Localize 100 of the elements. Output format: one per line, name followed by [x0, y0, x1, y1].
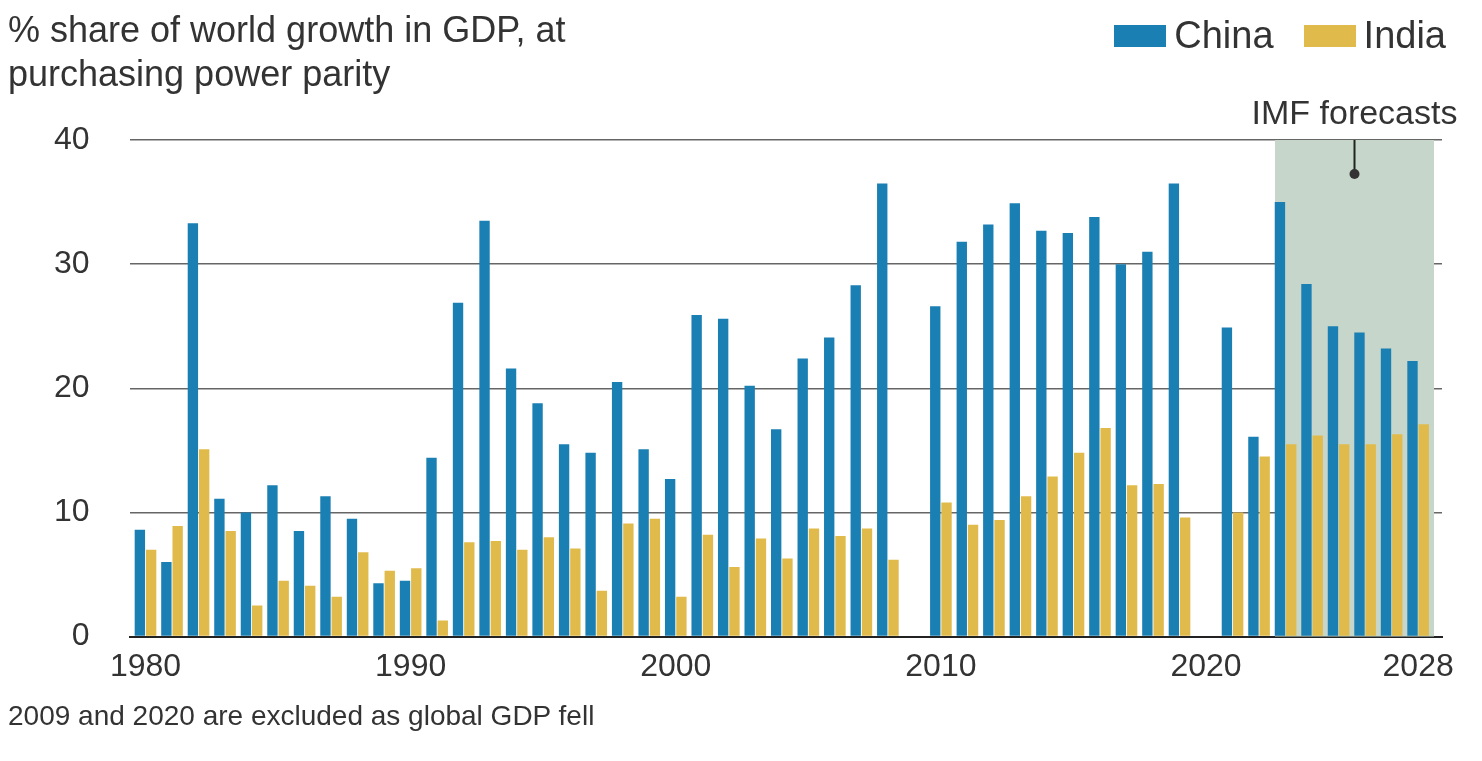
bar [532, 403, 543, 636]
x-tick-label: 1980 [109, 646, 182, 683]
bar [744, 385, 755, 636]
bar [1259, 456, 1270, 636]
bar [278, 580, 289, 636]
bar [596, 590, 608, 636]
bar [1036, 230, 1047, 636]
bar [835, 536, 846, 636]
bar [240, 512, 252, 636]
bar [1354, 332, 1365, 636]
bar [1062, 233, 1074, 636]
bar [1339, 444, 1350, 636]
bar [1418, 424, 1429, 636]
bar [437, 620, 448, 636]
bar [850, 285, 861, 636]
bar [214, 498, 225, 636]
bar [1380, 348, 1392, 636]
x-tick-label: 2028 [1382, 646, 1454, 683]
bar [1115, 264, 1127, 636]
bar [1327, 326, 1339, 636]
bar [771, 429, 782, 636]
bar [1286, 444, 1297, 636]
bar [1153, 483, 1164, 636]
bar [967, 524, 979, 636]
bar [490, 541, 501, 636]
bar [252, 605, 263, 636]
x-tick-label: 2020 [1170, 646, 1242, 683]
bar [346, 518, 358, 636]
bar [611, 382, 623, 636]
bar [134, 529, 146, 636]
bar [1221, 327, 1233, 636]
bar [172, 526, 183, 636]
bar [187, 223, 199, 636]
bar [755, 538, 767, 636]
bar [373, 583, 384, 636]
x-tick-label: 2010 [905, 646, 977, 683]
bar [1312, 435, 1323, 636]
bar [1089, 216, 1100, 636]
chart-title: % share of world growth in GDP, at purchasing power parity [8, 8, 567, 96]
y-tick-label: 40 [54, 119, 90, 156]
bar [1126, 485, 1138, 636]
bar [1020, 496, 1032, 636]
bar [411, 568, 422, 636]
bar [824, 337, 835, 636]
bar [452, 302, 464, 636]
band-label: IMF forecasts [1251, 93, 1458, 132]
bar [1274, 202, 1286, 636]
y-tick-label: 0 [71, 616, 90, 653]
bar [331, 596, 342, 636]
bar [305, 585, 316, 636]
bar [570, 548, 581, 636]
bar [161, 562, 172, 636]
bar [1168, 183, 1180, 636]
bar [1142, 251, 1153, 636]
bar [198, 449, 210, 636]
x-tick-label: 1990 [375, 646, 447, 683]
bar [464, 542, 475, 636]
bar [664, 478, 676, 636]
bar [1100, 428, 1111, 636]
bar [691, 315, 702, 636]
bar [267, 485, 278, 636]
bar [649, 518, 661, 636]
bar [888, 559, 899, 636]
text: 2009 and 2020 are excluded as global GDP fell [8, 700, 595, 732]
bar [399, 580, 411, 636]
bar [782, 558, 793, 636]
bar [1047, 476, 1058, 636]
bar [1392, 434, 1403, 636]
bar [585, 452, 596, 636]
bar [994, 519, 1005, 636]
bar [1301, 284, 1312, 636]
bar [956, 241, 967, 636]
x-tick-label: 2000 [640, 646, 712, 683]
bar [517, 549, 528, 636]
legend-label: China [1174, 14, 1274, 57]
bar [623, 523, 634, 636]
y-tick-label: 10 [54, 492, 90, 529]
bar [505, 368, 517, 636]
bar [717, 318, 729, 636]
bar [1009, 203, 1020, 636]
bar [293, 531, 305, 636]
bar [729, 567, 740, 636]
bar [983, 224, 994, 636]
bar [358, 552, 369, 636]
bar [479, 220, 490, 636]
bar [384, 570, 395, 636]
bar [877, 183, 888, 636]
bar [426, 457, 437, 636]
bar [1179, 517, 1191, 636]
bar [1248, 436, 1259, 636]
bar [320, 496, 331, 636]
bar [941, 502, 952, 636]
bar [145, 549, 157, 636]
bar [638, 449, 649, 636]
bar [558, 444, 570, 636]
y-tick-label: 20 [54, 368, 90, 405]
bar [797, 358, 808, 636]
bar [930, 306, 941, 636]
bar [702, 534, 714, 636]
bar [543, 537, 555, 636]
